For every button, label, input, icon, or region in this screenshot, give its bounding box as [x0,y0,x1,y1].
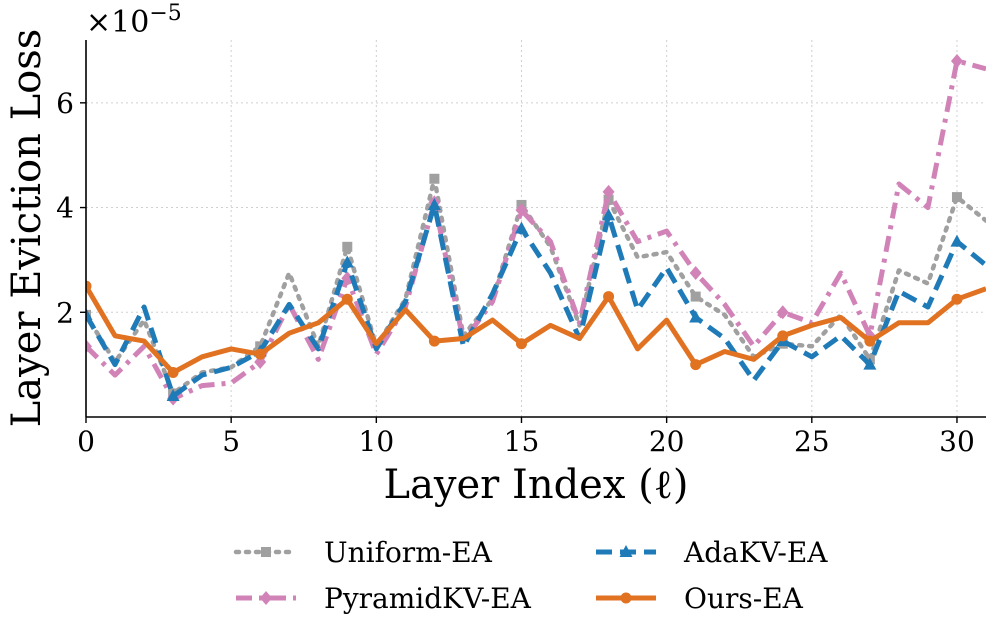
data-point [690,291,701,302]
x-tick-label: 10 [359,425,395,458]
legend-entry: PyramidKV-EA [236,582,532,615]
legend-marker [261,547,271,557]
data-point [776,305,789,320]
data-point [603,291,615,303]
data-point [429,173,440,184]
data-point [951,192,962,203]
x-tick-label: 0 [77,425,95,458]
x-axis-title: Layer Index (ℓ) [384,462,689,508]
data-point [777,330,789,342]
legend: Uniform-EA AdaKV-EA PyramidKV-EA Ours-EA [233,536,828,615]
legend-label: Uniform-EA [324,536,493,569]
series-line [86,202,986,399]
data-point [341,271,354,286]
data-point [515,338,527,350]
data-point [427,197,441,210]
legend-label: PyramidKV-EA [324,582,532,615]
series-line [86,176,986,396]
data-point [341,293,353,305]
data-point [689,310,703,323]
data-point [166,389,180,402]
x-tick-label: 20 [649,425,685,458]
legend-marker [620,592,632,604]
data-point [602,208,616,221]
y-scale-label: ×10−5 [86,1,182,40]
data-point [86,280,92,292]
data-point [689,266,702,281]
legend-entry: Uniform-EA [233,536,493,569]
data-point [254,348,266,360]
x-tick-label: 15 [504,425,540,458]
y-tick-label: 4 [56,192,74,225]
x-tick-label: 25 [794,425,830,458]
data-point [86,307,93,320]
y-tick-label: 6 [56,87,74,120]
data-point [864,335,876,347]
series-group [86,53,986,406]
data-point [602,184,615,199]
series-line [86,284,986,375]
data-point [340,255,354,268]
data-point [950,53,963,68]
data-point [863,357,877,370]
y-tick-label: 2 [56,296,74,329]
legend-marker [619,545,633,557]
data-point [950,234,964,247]
data-point [515,203,528,218]
legend-marker [260,591,272,605]
data-point [690,359,702,371]
series-line [86,58,986,402]
legend-label: AdaKV-EA [683,536,828,569]
legend-label: Ours-EA [684,582,804,615]
grid [85,40,986,417]
data-point [514,221,528,234]
series-adakv-ea [86,197,986,402]
x-tick-label: 30 [939,425,975,458]
data-point [342,241,353,252]
series-ours-ea [86,280,986,378]
data-point [167,366,179,378]
x-tick-label: 5 [222,425,240,458]
data-point [86,339,92,354]
data-point [428,335,440,347]
data-point [951,293,963,305]
legend-entry: AdaKV-EA [596,536,828,569]
legend-entry: Ours-EA [596,582,804,615]
ticks: 0 5 10 15 20 25 30 2 4 6 [56,87,975,458]
y-axis-title: Layer Eviction Loss [4,29,50,428]
